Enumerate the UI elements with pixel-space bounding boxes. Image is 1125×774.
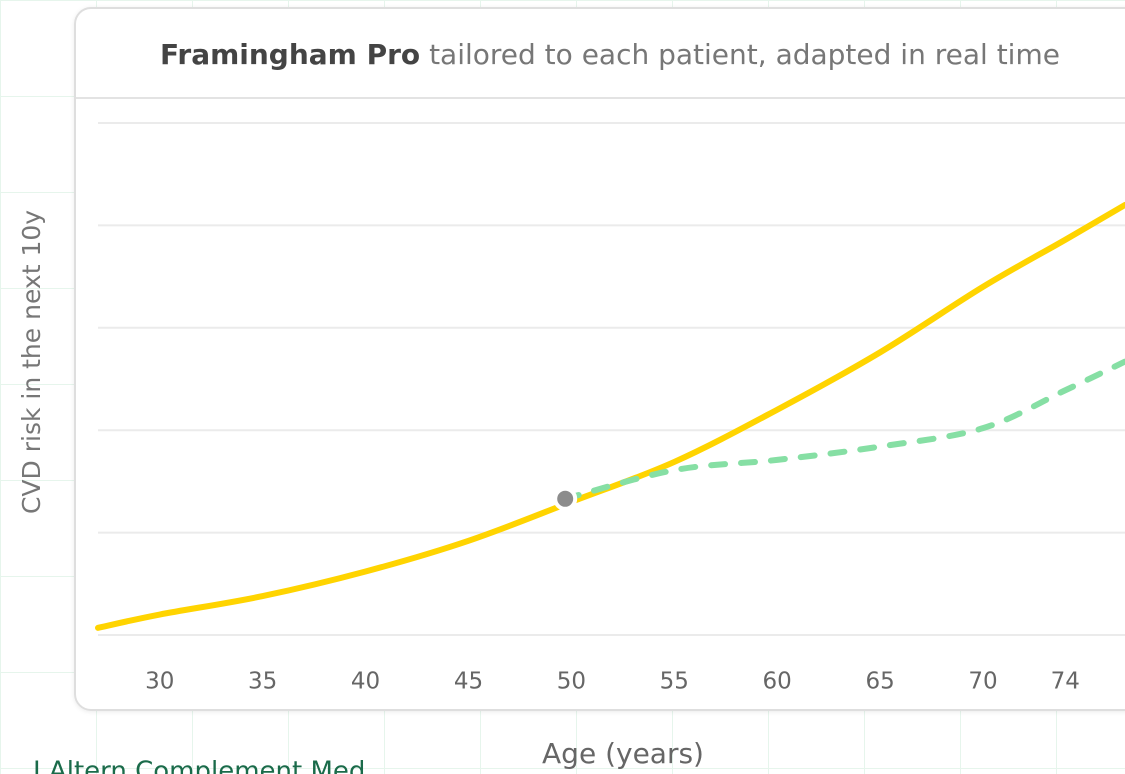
x-tick-label: 35 — [248, 669, 277, 695]
y-axis-label: CVD risk in the next 10y — [17, 210, 46, 514]
x-axis-label: Age (years) — [542, 737, 704, 770]
title-bold: Framingham Pro — [160, 38, 420, 71]
chart-title: Framingham Pro tailored to each patient,… — [160, 38, 1060, 71]
x-tick-label: 50 — [557, 669, 586, 695]
citation: J Altern Complement Med — [31, 757, 365, 774]
x-tick-label: 40 — [351, 669, 380, 695]
title-rest: tailored to each patient, adapted in rea… — [429, 38, 1060, 71]
x-tick-label: 65 — [865, 669, 894, 695]
current-point — [553, 486, 578, 511]
x-tick-label: 70 — [968, 669, 997, 695]
x-tick-label: 45 — [454, 669, 483, 695]
x-tick-label: 30 — [145, 669, 174, 695]
card — [74, 7, 1125, 711]
series-line — [562, 358, 1125, 502]
x-tick-label: 55 — [660, 669, 689, 695]
x-tick-label: 74 — [1051, 669, 1080, 695]
x-tick-label: 60 — [763, 669, 792, 695]
